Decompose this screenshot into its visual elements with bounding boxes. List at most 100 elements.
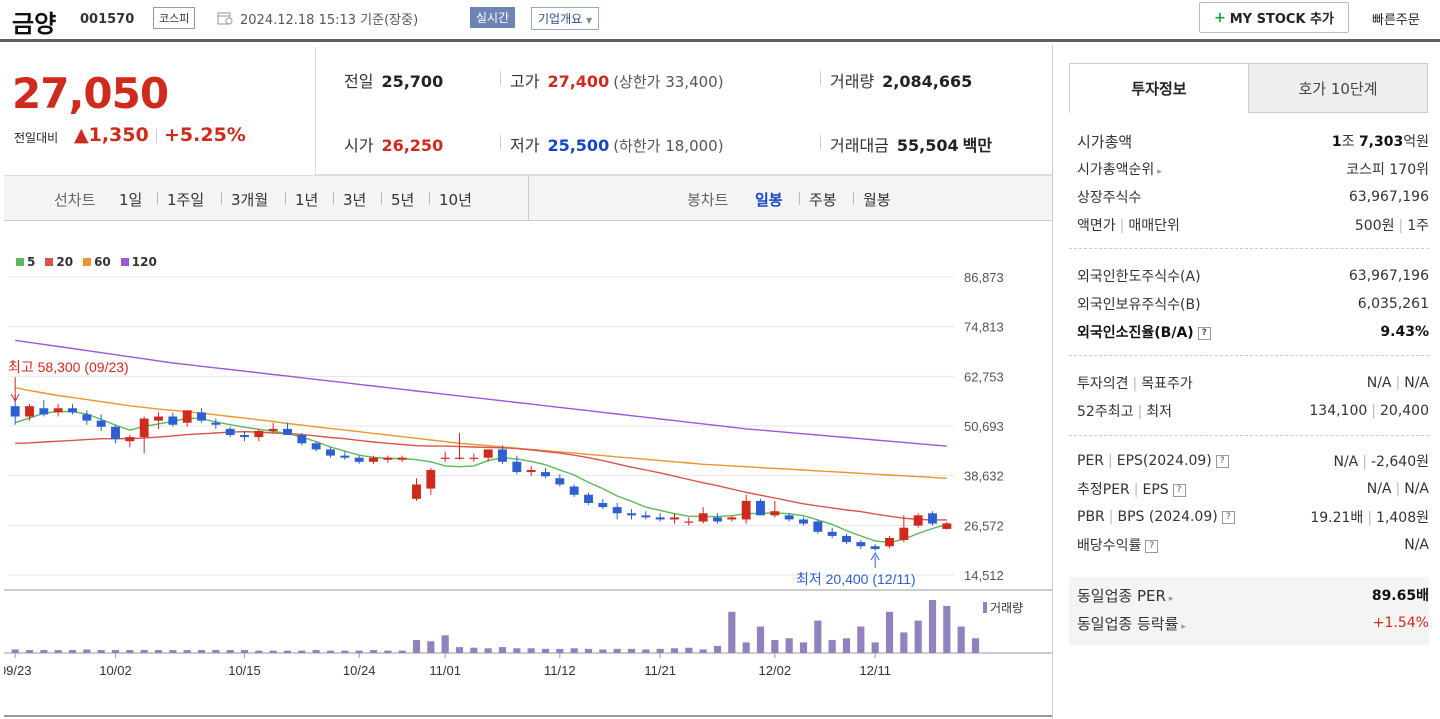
volume-bar: [699, 649, 707, 653]
volume-bar: [312, 650, 320, 653]
volume-bar: [642, 649, 650, 653]
quick-order-link[interactable]: 빠른주문: [1372, 13, 1420, 28]
volume: 거래량 2,084,665: [820, 68, 972, 92]
candle-body: [96, 420, 106, 427]
y-tick-label: 26,572: [964, 518, 1004, 533]
period-1y[interactable]: 1년: [295, 191, 319, 209]
legend-ma5: 5: [16, 255, 35, 269]
candle-body: [870, 546, 880, 550]
candle-body: [426, 470, 436, 489]
volume-legend-label: 거래량: [990, 601, 1023, 615]
row-dividend: 배당수익률? N/A: [1077, 537, 1429, 554]
ma60-line: [15, 387, 947, 479]
caret-right-icon: ▸: [1157, 167, 1162, 177]
corp-overview-dropdown[interactable]: 기업개요 ▼: [531, 7, 600, 30]
line-chart-label: 선차트: [54, 191, 96, 209]
amount-label: 거래대금: [830, 136, 889, 155]
volume-bar: [255, 650, 263, 653]
help-icon[interactable]: ?: [1221, 510, 1235, 524]
volume-bar: [384, 650, 392, 653]
candle-chart-svg[interactable]: 86,873 74,813 62,753 50,693 38,632 26,572 14,5…: [4, 222, 1052, 719]
volume-bar: [971, 638, 980, 653]
volume-bar: [283, 650, 292, 653]
period-3y[interactable]: 3년: [343, 191, 367, 209]
row-foreign-hold: 외국인보유주식수(B) 6,035,261: [1077, 296, 1429, 313]
high-arrow-head: [10, 393, 20, 403]
candle-body: [297, 435, 307, 444]
volume-bar: [599, 649, 607, 653]
volume-bar: [556, 648, 564, 653]
tab-investment-info[interactable]: 투자정보: [1069, 63, 1249, 113]
candle-body: [612, 507, 622, 514]
volume-bar: [68, 650, 77, 653]
realtime-button[interactable]: 실시간: [470, 7, 516, 28]
volume-bar: [928, 600, 937, 653]
help-icon[interactable]: ?: [1215, 454, 1229, 468]
candle-body: [899, 527, 909, 541]
volume-bar: [40, 650, 48, 653]
volume-bar: [584, 648, 593, 653]
candle-body: [354, 457, 364, 462]
volume-bar: [11, 649, 19, 653]
candle-body: [741, 500, 751, 520]
candle-body: [211, 422, 221, 425]
volume-bar: [885, 611, 894, 653]
volume-bar: [183, 650, 191, 653]
volume-bar: [25, 650, 34, 653]
lower-limit: (하한가 18,000): [613, 137, 724, 155]
help-icon[interactable]: ?: [1197, 326, 1211, 340]
candle-body: [856, 542, 866, 547]
x-tick-label: 09/23: [4, 663, 31, 678]
period-3m[interactable]: 3개월: [231, 191, 269, 209]
candle-daily[interactable]: 일봉: [755, 191, 783, 209]
candle-body: [784, 515, 794, 520]
upper-limit: (상한가 33,400): [613, 73, 724, 91]
row-per: PER | EPS(2024.09)? N/A | -2,640원: [1077, 453, 1429, 470]
candle-body: [713, 517, 722, 522]
volume-bar: [756, 626, 765, 653]
investment-info-panel: 투자정보 호가 10단계 시가총액 1조 7,303억원 시가총액순위 ▸ 코스피 1…: [1052, 45, 1440, 719]
candle-monthly[interactable]: 월봉: [863, 191, 891, 209]
change-label: 전일대비: [14, 131, 59, 145]
ma20-line: [15, 430, 947, 521]
candle-weekly[interactable]: 주봉: [809, 191, 837, 209]
candle-body: [483, 449, 493, 458]
price-chart: 5 20 60 120 86,873 74,813 62,753 50,693 38,6…: [4, 222, 1052, 719]
period-1d[interactable]: 1일: [119, 191, 143, 209]
stock-code: 001570: [80, 12, 135, 27]
row-industry-per[interactable]: 동일업종 PER ▸ 89.65배: [1077, 586, 1429, 605]
candle-body: [168, 416, 178, 425]
candle-body: [827, 531, 837, 536]
candle-body: [541, 472, 550, 477]
volume-bar: [842, 638, 851, 653]
candle-body: [139, 418, 149, 438]
add-mystock-button[interactable]: + MY STOCK 추가: [1199, 2, 1349, 33]
candle-body: [526, 470, 536, 473]
chart-period-bar: 선차트 1일 1주일 3개월 1년 3년 5년 10년 봉차트 일봉 주봉 월봉: [4, 175, 1052, 221]
low-arrow-head: [870, 551, 880, 561]
high-price: 고가 27,400 (상한가 33,400): [500, 68, 724, 92]
period-5y[interactable]: 5년: [391, 191, 415, 209]
candle-body: [455, 457, 464, 459]
amount-unit: 백만: [962, 136, 993, 155]
ma120-line: [15, 339, 947, 447]
volume-bar: [427, 641, 435, 653]
row-market-cap-rank[interactable]: 시가총액순위 ▸ 코스피 170위: [1077, 162, 1429, 178]
volume-bar: [771, 640, 779, 653]
candle-body: [397, 457, 407, 460]
row-industry-change[interactable]: 동일업종 등락률 ▸ +1.54%: [1077, 614, 1429, 633]
volume-bar: [484, 648, 492, 653]
candle-body: [440, 457, 450, 459]
period-10y[interactable]: 10년: [439, 191, 472, 209]
candle-body: [268, 428, 278, 431]
section-market-cap: 시가총액 1조 7,303억원 시가총액순위 ▸ 코스피 170위 상장주식수 63,9…: [1077, 127, 1429, 239]
help-icon[interactable]: ?: [1172, 483, 1186, 497]
legend-ma120: 120: [120, 255, 157, 269]
tab-orderbook-10[interactable]: 호가 10단계: [1248, 63, 1428, 113]
high-annotation: 최고 58,300 (09/23): [8, 359, 129, 375]
candle-body: [512, 461, 522, 473]
volume-bar: [799, 642, 808, 653]
help-icon[interactable]: ?: [1145, 539, 1159, 553]
period-1w[interactable]: 1주일: [167, 191, 205, 209]
row-est-per: 추정PER | EPS? N/A | N/A: [1077, 481, 1429, 498]
